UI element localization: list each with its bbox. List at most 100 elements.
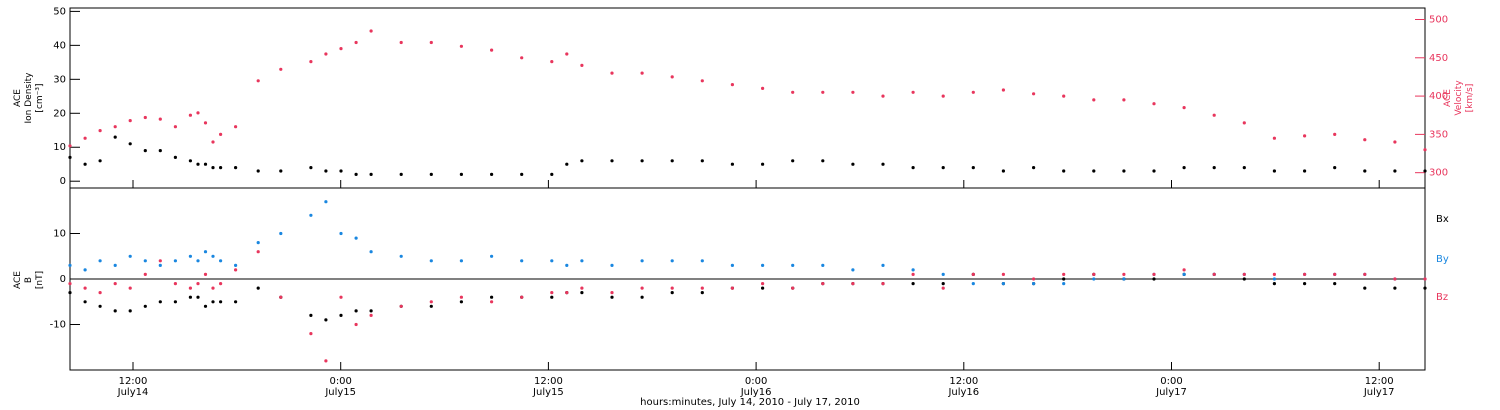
density-y-tick-label: 10 — [53, 142, 66, 153]
bx-point — [354, 309, 358, 313]
density-point — [791, 159, 795, 163]
by-point — [279, 231, 283, 236]
bx-point — [369, 309, 373, 313]
by-point — [354, 236, 358, 240]
velocity-point — [429, 40, 433, 45]
density-y-tick-label: 20 — [53, 108, 66, 119]
velocity-point — [1242, 121, 1246, 125]
bz-point — [971, 272, 975, 276]
velocity-point — [113, 125, 117, 129]
density-point — [83, 162, 87, 166]
by-point — [429, 259, 433, 263]
density-point — [399, 172, 403, 176]
velocity-point — [143, 115, 147, 120]
bz-point — [565, 291, 569, 295]
by-point — [490, 254, 494, 258]
velocity-point — [369, 29, 373, 33]
bz-point — [610, 291, 614, 295]
velocity-point — [730, 83, 735, 87]
velocity-point — [670, 75, 674, 79]
bx-point — [173, 300, 177, 304]
x-tick-time: 12:00 — [119, 376, 148, 387]
bz-point — [113, 282, 117, 286]
bz-point — [279, 295, 283, 299]
bz-point — [459, 295, 463, 299]
velocity-point — [219, 132, 223, 136]
velocity-point — [1303, 134, 1307, 138]
by-point — [881, 263, 885, 267]
density-point — [761, 162, 765, 166]
velocity-point — [196, 111, 200, 115]
bx-point — [490, 295, 494, 299]
density-axis-title-line1: ACE — [13, 89, 23, 107]
density-point — [98, 159, 102, 163]
density-point — [219, 166, 223, 170]
b-axis-title-line2: B — [24, 277, 34, 283]
density-axis-title-line2: Ion Density — [24, 72, 34, 124]
density-y-tick-label: 40 — [53, 40, 66, 51]
by-point — [128, 254, 132, 258]
bx-point — [143, 304, 147, 308]
velocity-point — [550, 60, 554, 64]
by-point — [1062, 282, 1066, 286]
bx-point — [459, 300, 463, 304]
density-point — [550, 172, 554, 176]
by-point — [173, 259, 177, 263]
bz-point — [83, 286, 87, 290]
density-point — [565, 162, 569, 166]
bz-point — [941, 286, 945, 290]
by-point — [791, 263, 795, 267]
density-point — [203, 162, 208, 166]
velocity-point — [459, 44, 463, 48]
velocity-point — [1001, 88, 1006, 92]
density-point — [1152, 169, 1156, 173]
density-point — [459, 172, 463, 176]
bx-point — [429, 304, 433, 308]
by-point — [196, 259, 200, 263]
bz-point — [68, 282, 72, 286]
velocity-y-tick-label: 450 — [1429, 53, 1448, 64]
bz-point — [1122, 272, 1126, 276]
bz-point — [700, 286, 704, 290]
velocity-point — [520, 56, 524, 60]
b-y-tick-label: 10 — [53, 229, 66, 240]
bz-point — [670, 286, 674, 290]
velocity-point — [1092, 98, 1096, 102]
by-point — [211, 254, 215, 258]
by-point — [203, 250, 208, 254]
bz-point — [173, 282, 177, 286]
by-point — [640, 259, 644, 263]
velocity-point — [324, 52, 328, 56]
magnetic-data-points — [68, 200, 1427, 363]
by-point — [550, 259, 554, 263]
velocity-point — [851, 90, 855, 94]
velocity-point — [610, 71, 614, 75]
bz-point — [234, 268, 238, 272]
bz-point — [158, 259, 162, 263]
bx-point — [1393, 286, 1397, 290]
bz-point — [256, 250, 260, 254]
bz-point — [1152, 272, 1156, 276]
velocity-point — [1423, 148, 1427, 152]
bz-point — [1001, 272, 1006, 276]
bz-point — [761, 282, 765, 286]
velocity-point — [98, 129, 102, 133]
x-tick-date: July16 — [947, 387, 979, 398]
density-point — [1092, 169, 1096, 173]
by-point — [700, 259, 704, 263]
bz-point — [354, 322, 358, 327]
bz-point — [369, 313, 373, 317]
velocity-point — [791, 90, 795, 94]
velocity-point — [911, 90, 915, 94]
density-point — [113, 135, 117, 139]
bx-point — [309, 313, 313, 317]
density-point — [700, 159, 704, 163]
density-point — [941, 166, 945, 170]
density-point — [339, 169, 343, 173]
density-point — [369, 172, 373, 176]
velocity-point — [941, 94, 945, 98]
by-point — [459, 259, 463, 263]
by-point — [1092, 277, 1096, 281]
by-point — [219, 259, 223, 263]
velocity-axis-title-line1: ACE — [1443, 89, 1453, 107]
